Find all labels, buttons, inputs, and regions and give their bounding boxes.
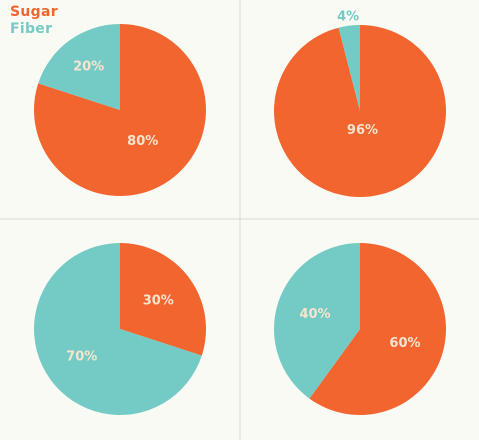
pie-slice-sugar [34,24,206,196]
pie-slice-sugar [309,243,447,415]
pie-slice-fiber [274,243,360,399]
pie-chart-2: 96% 4% [274,10,447,197]
slice-label-sugar: 30% [143,294,174,309]
slice-label-fiber: 4% [337,10,359,25]
legend-item-fiber: Fiber [10,21,53,37]
pie-slice-fiber [38,24,121,110]
pie-slice-sugar [120,243,206,356]
slice-label-sugar: 96% [347,123,378,138]
legend-item-sugar: Sugar [10,4,58,20]
pie-chart-3: 30% 70% [33,243,206,415]
pie-chart-1: 80% 20% [34,24,206,196]
slice-label-fiber: 20% [73,59,104,74]
slice-label-fiber: 70% [66,349,97,364]
pie-slice-fiber [33,243,202,415]
slice-label-sugar: 80% [127,134,158,149]
slice-label-fiber: 40% [299,307,330,322]
pie-chart-4: 60% 40% [274,243,447,415]
slice-label-sugar: 60% [389,336,420,351]
legend: Sugar Fiber [10,4,58,38]
pie-slice-fiber [338,25,360,111]
